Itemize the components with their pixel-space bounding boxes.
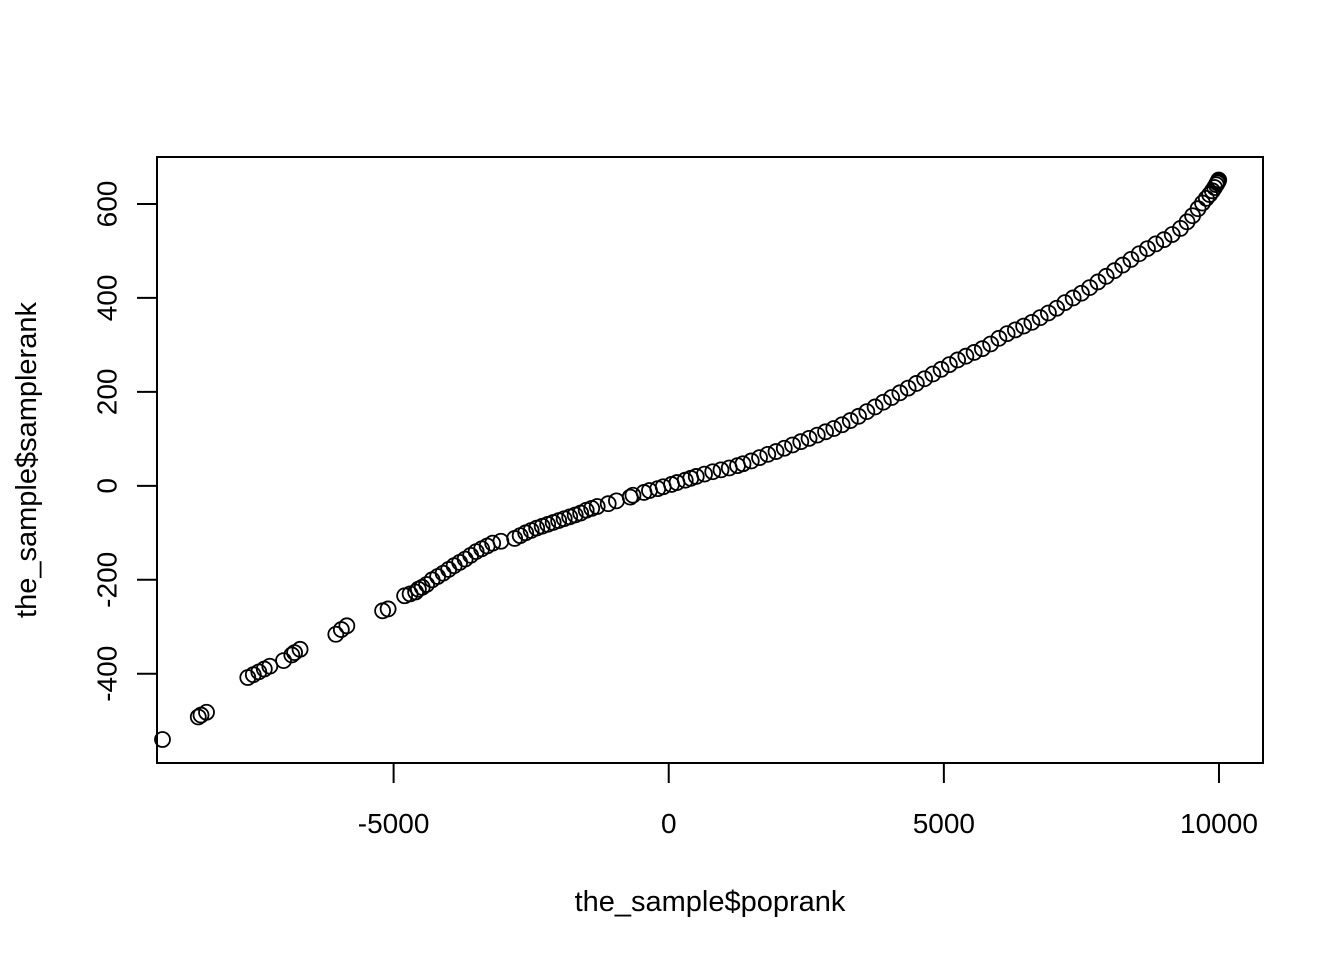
data-point	[379, 600, 397, 618]
data-point	[451, 554, 469, 571]
data-point	[1097, 267, 1115, 285]
data-point	[712, 461, 730, 479]
data-point	[775, 439, 793, 457]
data-point	[990, 329, 1008, 347]
data-point	[327, 625, 345, 643]
data-point	[751, 449, 768, 467]
data-point	[1155, 231, 1173, 249]
data-point	[492, 532, 510, 550]
data-point	[742, 452, 760, 470]
data-point	[949, 351, 967, 369]
data-point	[924, 365, 942, 383]
data-point	[1023, 313, 1041, 331]
data-point	[1048, 299, 1066, 317]
data-point	[792, 433, 810, 451]
y-tick-label: -400	[91, 646, 122, 702]
data-point	[588, 498, 606, 515]
y-axis: -400 -200 0 200 400 600	[91, 181, 158, 702]
data-point	[808, 426, 826, 444]
data-point	[1114, 256, 1132, 274]
data-point	[907, 375, 925, 392]
data-points	[154, 171, 1228, 748]
data-point	[418, 576, 436, 593]
data-point	[1106, 262, 1123, 280]
x-tick-label: 5000	[913, 808, 975, 839]
y-tick-label: 0	[91, 478, 122, 494]
data-point	[283, 646, 301, 664]
data-point	[1031, 309, 1049, 327]
y-tick-label: 600	[91, 181, 122, 228]
data-point	[965, 344, 983, 361]
data-point	[1210, 171, 1228, 189]
data-point	[704, 463, 722, 481]
data-point	[957, 347, 975, 365]
data-point	[800, 429, 818, 447]
data-point	[624, 486, 642, 504]
x-tick-label: -5000	[358, 808, 430, 839]
data-point	[291, 640, 309, 658]
data-point	[608, 492, 625, 510]
data-point	[154, 731, 171, 748]
data-point	[759, 445, 777, 463]
data-point	[883, 389, 900, 406]
data-point	[850, 407, 867, 425]
data-point	[1122, 251, 1140, 268]
data-point	[866, 398, 884, 416]
data-point	[1015, 317, 1033, 335]
data-point	[874, 393, 892, 411]
data-point	[261, 657, 279, 675]
data-point	[599, 495, 617, 513]
data-point	[899, 379, 917, 397]
data-point	[932, 360, 950, 378]
data-point	[767, 443, 785, 460]
data-point	[198, 703, 215, 721]
data-point	[687, 468, 705, 485]
y-tick-label: 200	[91, 369, 122, 416]
data-point	[833, 416, 851, 434]
plot-frame	[156, 156, 1264, 764]
x-axis: -5000 0 5000 10000	[358, 762, 1258, 839]
data-point	[189, 708, 207, 726]
data-point	[275, 652, 292, 669]
data-point	[784, 436, 801, 454]
data-point	[1064, 289, 1082, 307]
x-tick-label: 0	[661, 808, 677, 839]
data-point	[1073, 284, 1090, 302]
data-point	[1056, 294, 1074, 312]
data-point	[1130, 245, 1148, 263]
data-point	[429, 568, 447, 585]
data-point	[998, 325, 1016, 343]
data-point	[1189, 200, 1207, 218]
y-tick-label: -200	[91, 552, 122, 608]
data-point	[973, 340, 991, 358]
data-point	[1089, 273, 1107, 291]
data-point	[1147, 235, 1165, 253]
data-point	[891, 384, 909, 402]
x-axis-title: the_sample$poprank	[575, 886, 846, 918]
x-tick-label: 10000	[1180, 808, 1258, 839]
data-point	[858, 403, 876, 421]
data-point	[940, 356, 958, 374]
data-point	[696, 465, 713, 483]
data-point	[916, 370, 933, 388]
data-point	[1006, 321, 1024, 339]
data-point	[338, 617, 356, 635]
data-point	[825, 420, 843, 437]
data-point	[841, 412, 859, 429]
data-point	[484, 534, 502, 552]
data-point	[734, 455, 752, 473]
data-point	[1081, 279, 1099, 296]
data-point	[1178, 213, 1196, 231]
data-point	[1040, 304, 1057, 322]
data-point	[817, 423, 834, 441]
y-tick-label: 400	[91, 275, 122, 322]
y-axis-title: the_sample$samplerank	[11, 302, 43, 618]
data-point	[982, 335, 1000, 353]
data-point	[1139, 240, 1156, 258]
